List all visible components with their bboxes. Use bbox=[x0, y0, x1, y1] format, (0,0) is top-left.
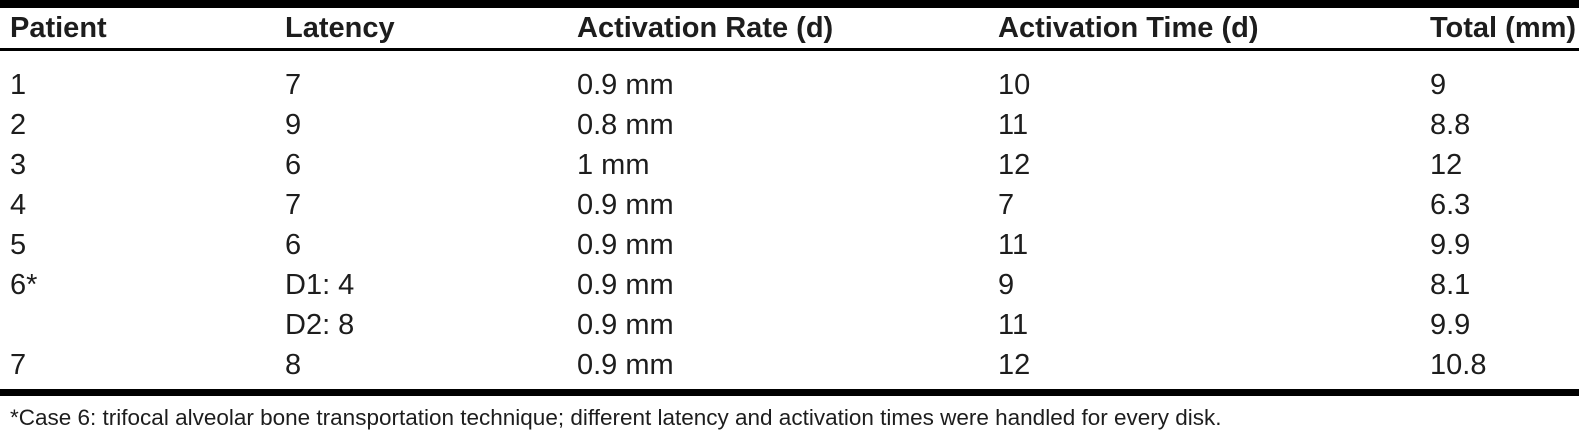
cell-total: 12 bbox=[1430, 148, 1463, 181]
cell-activation-rate: 0.8 mm bbox=[577, 108, 674, 141]
cell-latency: D1: 4 bbox=[285, 268, 355, 301]
cell-activation-rate: 0.9 mm bbox=[577, 268, 674, 301]
cell-activation-time: 11 bbox=[998, 108, 1029, 141]
cell-latency: 6 bbox=[285, 228, 302, 261]
cell-latency: 6 bbox=[285, 148, 302, 181]
cell-total: 8.8 bbox=[1430, 108, 1471, 141]
table-row: 7 8 0.9 mm 12 10.8 bbox=[0, 345, 1579, 393]
cell-activation-time: 11 bbox=[998, 308, 1029, 341]
cell-patient: 3 bbox=[10, 148, 27, 181]
patient-data-table: Patient Latency Activation Rate (d) Acti… bbox=[0, 0, 1579, 396]
cell-activation-rate: 1 mm bbox=[577, 148, 650, 181]
cell-total: 6.3 bbox=[1430, 188, 1471, 221]
table-row: 2 9 0.8 mm 11 8.8 bbox=[0, 105, 1579, 145]
column-header-patient: Patient bbox=[0, 4, 285, 51]
cell-activation-time: 7 bbox=[998, 188, 1015, 221]
cell-patient: 2 bbox=[10, 108, 27, 141]
cell-activation-rate: 0.9 mm bbox=[577, 188, 674, 221]
cell-patient: 4 bbox=[10, 188, 27, 221]
cell-latency: D2: 8 bbox=[285, 308, 355, 341]
header-row: Patient Latency Activation Rate (d) Acti… bbox=[0, 4, 1579, 51]
cell-patient bbox=[0, 305, 285, 345]
cell-patient: 1 bbox=[10, 68, 27, 101]
cell-latency: 8 bbox=[285, 348, 302, 381]
column-header-latency: Latency bbox=[285, 4, 577, 51]
cell-total: 9.9 bbox=[1430, 308, 1471, 341]
cell-patient: 7 bbox=[10, 348, 27, 381]
cell-latency: 9 bbox=[285, 108, 302, 141]
cell-activation-time: 10 bbox=[998, 68, 1031, 101]
table-body: 1 7 0.9 mm 10 9 2 9 0.8 mm 11 8.8 3 6 1 … bbox=[0, 50, 1579, 393]
table-row: 1 7 0.9 mm 10 9 bbox=[0, 50, 1579, 106]
table-header: Patient Latency Activation Rate (d) Acti… bbox=[0, 4, 1579, 51]
cell-activation-rate: 0.9 mm bbox=[577, 348, 674, 381]
cell-patient: 5 bbox=[10, 228, 27, 261]
cell-latency: 7 bbox=[285, 68, 302, 101]
cell-latency: 7 bbox=[285, 188, 302, 221]
table-row: 6* D1: 4 0.9 mm 9 8.1 bbox=[0, 265, 1579, 305]
cell-activation-time: 9 bbox=[998, 268, 1015, 301]
table-footnote: *Case 6: trifocal alveolar bone transpor… bbox=[10, 405, 1222, 430]
cell-patient: 6* bbox=[10, 268, 38, 301]
table-row: 3 6 1 mm 12 12 bbox=[0, 145, 1579, 185]
cell-total: 9 bbox=[1430, 68, 1447, 101]
table-row: D2: 8 0.9 mm 11 9.9 bbox=[0, 305, 1579, 345]
cell-total: 9.9 bbox=[1430, 228, 1471, 261]
cell-activation-rate: 0.9 mm bbox=[577, 308, 674, 341]
cell-activation-rate: 0.9 mm bbox=[577, 68, 674, 101]
table-row: 4 7 0.9 mm 7 6.3 bbox=[0, 185, 1579, 225]
cell-activation-time: 12 bbox=[998, 148, 1031, 181]
cell-activation-time: 12 bbox=[998, 348, 1031, 381]
cell-total: 8.1 bbox=[1430, 268, 1471, 301]
column-header-total: Total (mm) bbox=[1430, 4, 1579, 51]
cell-total: 10.8 bbox=[1430, 348, 1487, 381]
column-header-activation-rate: Activation Rate (d) bbox=[577, 4, 998, 51]
cell-activation-rate: 0.9 mm bbox=[577, 228, 674, 261]
table-row: 5 6 0.9 mm 11 9.9 bbox=[0, 225, 1579, 265]
cell-activation-time: 11 bbox=[998, 228, 1029, 261]
column-header-activation-time: Activation Time (d) bbox=[998, 4, 1430, 51]
